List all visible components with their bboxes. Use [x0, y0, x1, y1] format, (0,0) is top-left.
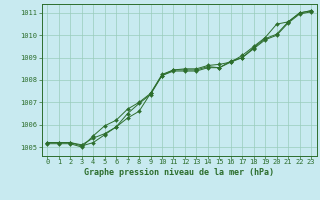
X-axis label: Graphe pression niveau de la mer (hPa): Graphe pression niveau de la mer (hPa) [84, 168, 274, 177]
